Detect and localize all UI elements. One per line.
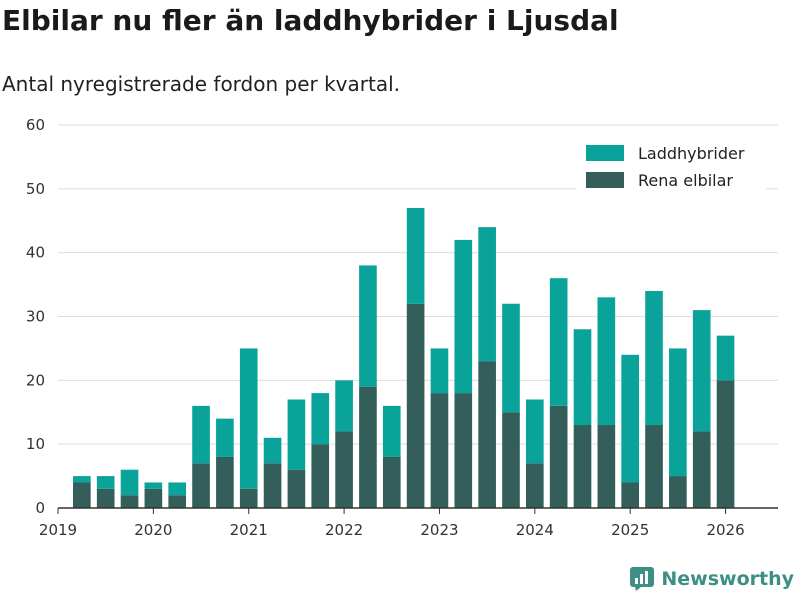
bar-rena-elbilar [526, 463, 544, 508]
bar-laddhybrider [359, 265, 377, 387]
bar-rena-elbilar [597, 425, 616, 508]
bar-rena-elbilar [621, 482, 640, 508]
legend-label: Rena elbilar [638, 171, 733, 190]
bar-rena-elbilar [311, 444, 330, 508]
bar-laddhybrider [549, 278, 568, 406]
bar-laddhybrider [239, 348, 258, 489]
legend-swatch [586, 145, 624, 161]
bar-rena-elbilar [216, 456, 234, 508]
bar-rena-elbilar [645, 425, 663, 508]
bar-laddhybrider [216, 418, 234, 457]
bar-laddhybrider [406, 207, 425, 304]
bar-laddhybrider [120, 469, 139, 496]
legend-label: Laddhybrider [638, 144, 745, 163]
bar-rena-elbilar [96, 488, 115, 508]
chart-title: Elbilar nu fler än laddhybrider i Ljusda… [2, 4, 619, 37]
bar-laddhybrider [430, 348, 449, 394]
bar-rena-elbilar [239, 488, 258, 508]
chart-subtitle: Antal nyregistrerade fordon per kvartal. [2, 72, 401, 96]
bar-rena-elbilar [192, 463, 210, 508]
bar-laddhybrider [192, 405, 210, 464]
x-tick-label: 2019 [39, 521, 77, 539]
bar-rena-elbilar [382, 456, 401, 508]
legend-swatch [586, 172, 624, 188]
brand-logo: Newsworthy [629, 566, 794, 592]
chart: 0 10 20 30 40 50 60 2019 2020 2021 2022 2023 2024 202… [26, 116, 778, 539]
x-tick-label: 2021 [230, 521, 268, 539]
y-tick-label: 50 [26, 180, 45, 198]
bar-rena-elbilar [263, 463, 282, 508]
bar-rena-elbilar [287, 469, 306, 508]
bar-rena-elbilar [144, 488, 163, 508]
x-tick-label: 2026 [706, 521, 744, 539]
bar-rena-elbilar [502, 412, 520, 508]
bar-rena-elbilar [168, 495, 187, 508]
y-tick-label: 20 [26, 371, 45, 389]
bar-rena-elbilar [454, 393, 473, 508]
bar-laddhybrider [692, 310, 711, 432]
bar-rena-elbilar [335, 431, 353, 508]
bar-laddhybrider [502, 303, 520, 413]
y-tick-label: 0 [35, 499, 45, 517]
bar-rena-elbilar [573, 425, 592, 508]
axes: 0 10 20 30 40 50 60 2019 2020 2021 2022 2023 2024 202… [26, 116, 778, 539]
bar-laddhybrider [597, 297, 616, 426]
bars [73, 207, 735, 508]
bar-rena-elbilar [359, 386, 377, 508]
bar-rena-elbilar [549, 405, 568, 508]
y-tick-label: 60 [26, 116, 45, 134]
y-tick-label: 40 [26, 244, 45, 262]
bar-laddhybrider [526, 399, 544, 464]
bar-laddhybrider [478, 227, 496, 362]
x-tick-label: 2025 [611, 521, 649, 539]
bar-rena-elbilar [73, 482, 91, 508]
bar-laddhybrider [335, 380, 353, 432]
brand-name: Newsworthy [661, 568, 794, 590]
bar-laddhybrider [669, 348, 687, 477]
x-tick-label: 2024 [516, 521, 554, 539]
newsworthy-logo-icon [630, 567, 655, 591]
bar-laddhybrider [382, 405, 401, 457]
bar-rena-elbilar [120, 495, 139, 508]
bar-rena-elbilar [406, 303, 425, 508]
bar-laddhybrider [454, 239, 473, 394]
bar-laddhybrider [263, 437, 282, 464]
y-tick-label: 30 [26, 308, 45, 326]
bar-laddhybrider [73, 476, 91, 483]
bar-rena-elbilar [430, 393, 449, 508]
bar-laddhybrider [311, 393, 330, 445]
bar-laddhybrider [621, 354, 640, 483]
bar-laddhybrider [144, 482, 163, 489]
x-tick-label: 2022 [325, 521, 363, 539]
bar-laddhybrider [168, 482, 187, 496]
bar-rena-elbilar [478, 361, 496, 508]
bar-laddhybrider [573, 329, 592, 426]
bar-laddhybrider [96, 476, 115, 489]
legend: Laddhybrider Rena elbilar [576, 138, 766, 192]
bar-laddhybrider [287, 399, 306, 470]
x-tick-label: 2023 [420, 521, 458, 539]
bar-laddhybrider [716, 335, 735, 381]
x-tick-label: 2020 [134, 521, 172, 539]
y-tick-label: 10 [26, 435, 45, 453]
bar-rena-elbilar [692, 431, 711, 508]
bar-rena-elbilar [669, 476, 687, 508]
bar-rena-elbilar [716, 380, 735, 508]
bar-laddhybrider [645, 290, 663, 426]
